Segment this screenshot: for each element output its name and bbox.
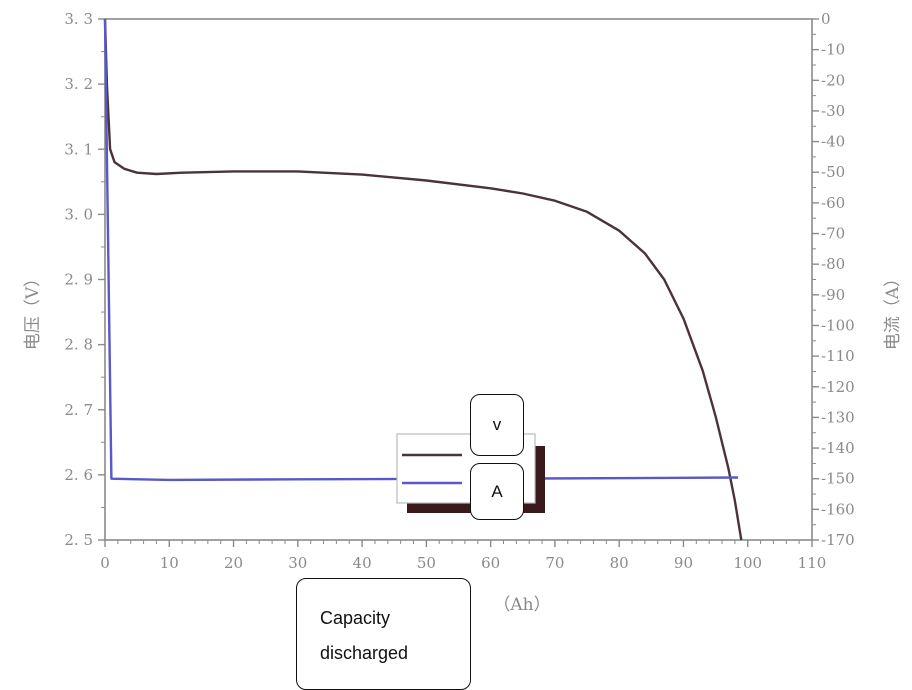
x-tick-label: 20	[224, 554, 243, 572]
right-tick-label: -60	[821, 194, 845, 212]
annotation-capacity-box: Capacity discharged	[296, 578, 471, 690]
annotation-a-text: A	[491, 481, 503, 501]
x-tick-label: 50	[417, 554, 436, 572]
left-tick-label: 3. 1	[64, 140, 93, 158]
series-line-a	[103, 18, 739, 482]
right-tick-label: -110	[821, 347, 855, 365]
right-tick-label: -10	[821, 41, 845, 59]
x-tick-label: 40	[353, 554, 372, 572]
annotation-v-text: V	[492, 415, 502, 434]
left-tick-label: 2. 5	[64, 531, 93, 549]
annotation-a-box: A	[470, 463, 524, 520]
right-tick-label: -40	[821, 133, 845, 151]
x-tick-label: 0	[100, 554, 110, 572]
x-tick-label: 30	[288, 554, 307, 572]
x-tick-label: 80	[610, 554, 629, 572]
x-tick-label: 70	[545, 554, 564, 572]
right-tick-label: 0	[821, 10, 831, 28]
right-tick-label: -70	[821, 225, 845, 243]
right-tick-label: -160	[821, 500, 855, 518]
right-axis-ticks: 0 -10 -20 -30 -40 -50 -60 -70 -80 -90 -100 -110 -120…	[812, 10, 855, 549]
right-tick-label: -80	[821, 255, 845, 273]
x-tick-label: 90	[674, 554, 693, 572]
x-tick-label: 10	[160, 554, 179, 572]
left-tick-label: 2. 8	[64, 336, 93, 354]
right-tick-label: -130	[821, 408, 855, 426]
right-tick-label: -120	[821, 378, 855, 396]
annotation-capacity-line1: Capacity	[320, 608, 391, 628]
right-tick-label: -170	[821, 531, 855, 549]
left-axis-ticks: 2. 5 2. 6 2. 7 2. 8 2. 9 3. 0 3. 1 3. 2 3. 3	[64, 10, 105, 549]
right-tick-label: -90	[821, 286, 845, 304]
x-axis-ticks: 0 10 20 30 40 50 60 70 80 90 100 110	[100, 540, 826, 572]
right-tick-label: -140	[821, 439, 855, 457]
series-line-v	[103, 18, 743, 541]
left-axis-title: 电压（V）	[23, 270, 43, 350]
x-tick-label: 60	[481, 554, 500, 572]
annotation-v-box: V	[470, 394, 524, 456]
left-tick-label: 2. 9	[64, 271, 93, 289]
right-tick-label: -20	[821, 71, 845, 89]
right-tick-label: -30	[821, 102, 845, 120]
left-tick-label: 2. 7	[64, 401, 93, 419]
x-tick-label: 100	[733, 554, 762, 572]
annotation-capacity-line2: discharged	[320, 643, 409, 663]
right-tick-label: -50	[821, 163, 845, 181]
left-tick-label: 3. 0	[64, 205, 93, 223]
x-tick-label: 110	[798, 554, 827, 572]
right-tick-label: -100	[821, 316, 855, 334]
left-tick-label: 3. 3	[64, 10, 93, 28]
left-tick-label: 3. 2	[64, 75, 93, 93]
right-tick-label: -150	[821, 470, 855, 488]
series-lines	[103, 18, 743, 541]
left-tick-label: 2. 6	[64, 466, 93, 484]
x-axis-title: （Ah）	[493, 595, 550, 615]
right-axis-title: 电流（A）	[883, 270, 903, 350]
